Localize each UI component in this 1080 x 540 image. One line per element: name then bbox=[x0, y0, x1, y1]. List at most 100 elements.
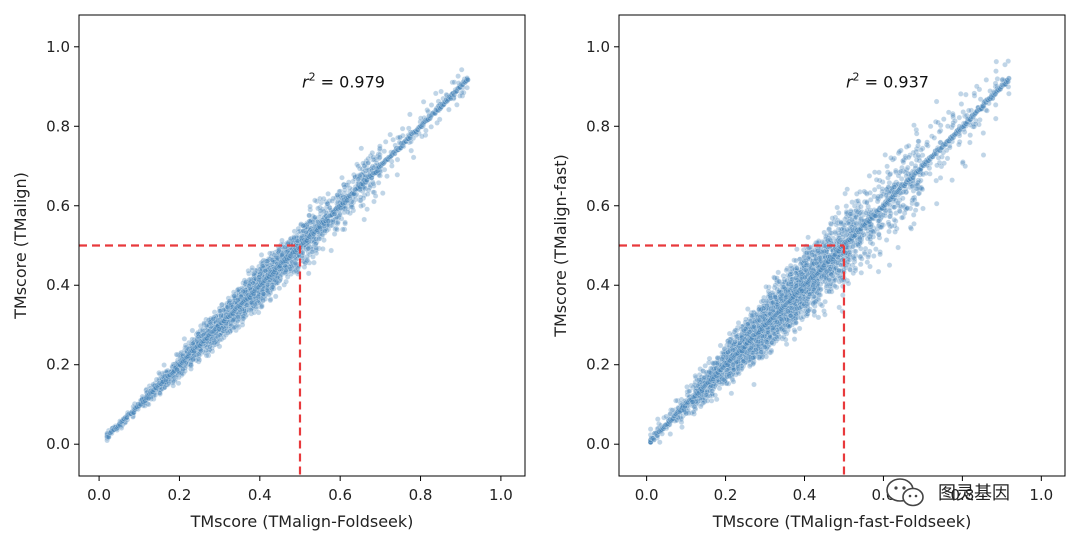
scatter-points bbox=[647, 58, 1012, 446]
scatter-point bbox=[267, 297, 274, 304]
scatter-point bbox=[292, 260, 299, 267]
scatter-point bbox=[199, 326, 206, 333]
scatter-point bbox=[246, 282, 252, 289]
scatter-point bbox=[815, 314, 822, 321]
scatter-point bbox=[334, 226, 340, 233]
scatter-point bbox=[387, 131, 394, 138]
scatter-point bbox=[188, 362, 194, 368]
scatter-point bbox=[272, 293, 279, 300]
scatter-point bbox=[312, 197, 318, 204]
scatter-point bbox=[258, 252, 265, 258]
scatter-point bbox=[451, 79, 458, 85]
scatter-point bbox=[260, 297, 266, 304]
scatter-point bbox=[381, 148, 388, 154]
scatter-point bbox=[216, 308, 223, 314]
scatter-point bbox=[376, 154, 383, 161]
scatter-point bbox=[214, 333, 221, 340]
scatter-point bbox=[384, 173, 390, 179]
scatter-point bbox=[325, 190, 331, 197]
scatter-point bbox=[331, 231, 338, 237]
scatter-point bbox=[239, 322, 246, 328]
scatter-point bbox=[370, 180, 377, 187]
scatter-point bbox=[355, 163, 362, 169]
scatter-point bbox=[926, 165, 933, 171]
scatter-point bbox=[408, 147, 415, 154]
scatter-point bbox=[364, 191, 371, 197]
scatter-point bbox=[419, 133, 425, 140]
scatter-point bbox=[882, 152, 889, 158]
scatter-point bbox=[216, 326, 222, 332]
scatter-point bbox=[300, 222, 307, 229]
scatter-point bbox=[454, 102, 460, 108]
scatter-points bbox=[104, 66, 471, 444]
scatter-point bbox=[306, 212, 312, 219]
y-axis-label: TMscore (TMalign) bbox=[11, 172, 30, 320]
scatter-point bbox=[912, 207, 919, 213]
x-tick-label: 0.4 bbox=[248, 486, 272, 504]
scatter-point bbox=[231, 293, 238, 299]
scatter-point bbox=[310, 253, 316, 260]
scatter-point bbox=[783, 341, 790, 348]
scatter-point bbox=[219, 301, 225, 308]
y-tick-label: 0.4 bbox=[46, 276, 70, 294]
scatter-point bbox=[983, 77, 990, 83]
scatter-point bbox=[230, 317, 236, 324]
scatter-point bbox=[364, 206, 370, 212]
scatter-point bbox=[305, 245, 312, 252]
scatter-point bbox=[357, 194, 364, 201]
scatter-point bbox=[432, 90, 439, 97]
scatter-point bbox=[259, 303, 265, 310]
scatter-point bbox=[455, 73, 461, 79]
scatter-point bbox=[458, 66, 465, 73]
scatter-point bbox=[190, 356, 196, 363]
scatter-point bbox=[428, 124, 435, 130]
scatter-point bbox=[207, 319, 213, 326]
scatter-point bbox=[835, 210, 842, 216]
scatter-point bbox=[263, 258, 270, 265]
scatter-point bbox=[377, 143, 383, 149]
x-tick-label: 0.0 bbox=[87, 486, 111, 504]
scatter-point bbox=[234, 287, 241, 293]
scatter-point bbox=[958, 91, 964, 97]
scatter-point bbox=[899, 214, 905, 221]
scatter-point bbox=[974, 83, 980, 90]
scatter-point bbox=[407, 111, 413, 118]
scatter-point bbox=[228, 301, 234, 308]
scatter-point bbox=[375, 179, 382, 186]
scatter-point bbox=[892, 229, 898, 235]
scatter-point bbox=[884, 163, 890, 170]
scatter-point bbox=[250, 270, 257, 277]
scatter-point bbox=[295, 225, 302, 232]
scatter-point bbox=[234, 322, 241, 329]
scatter-point bbox=[390, 136, 396, 143]
scatter-point bbox=[300, 228, 307, 234]
scatter-point bbox=[716, 385, 723, 392]
x-tick-label: 0.6 bbox=[328, 486, 352, 504]
scatter-point bbox=[358, 145, 365, 152]
scatter-point bbox=[216, 343, 223, 350]
scatter-point bbox=[240, 288, 247, 295]
x-axis-label: TMscore (TMalign-Foldseek) bbox=[190, 512, 414, 531]
scatter-point bbox=[334, 192, 341, 198]
scatter-point bbox=[260, 291, 267, 297]
scatter-point bbox=[313, 236, 320, 242]
scatter-point bbox=[371, 198, 377, 205]
y-tick-label: 1.0 bbox=[46, 38, 70, 56]
scatter-point bbox=[182, 342, 189, 349]
scatter-point bbox=[240, 315, 247, 322]
scatter-point bbox=[189, 327, 196, 334]
scatter-point bbox=[304, 257, 311, 264]
scatter-point bbox=[301, 264, 308, 270]
r-squared-annotation: r2 = 0.979 bbox=[302, 71, 385, 92]
scatter-point bbox=[341, 183, 348, 190]
scatter-point bbox=[886, 262, 893, 268]
scatter-point bbox=[252, 301, 259, 308]
scatter-point bbox=[886, 228, 892, 235]
scatter-point bbox=[342, 220, 348, 227]
scatter-point bbox=[273, 278, 280, 285]
scatter-point bbox=[255, 309, 262, 316]
scatter-point bbox=[655, 416, 661, 422]
scatter-point bbox=[335, 219, 341, 226]
scatter-point bbox=[422, 132, 429, 138]
